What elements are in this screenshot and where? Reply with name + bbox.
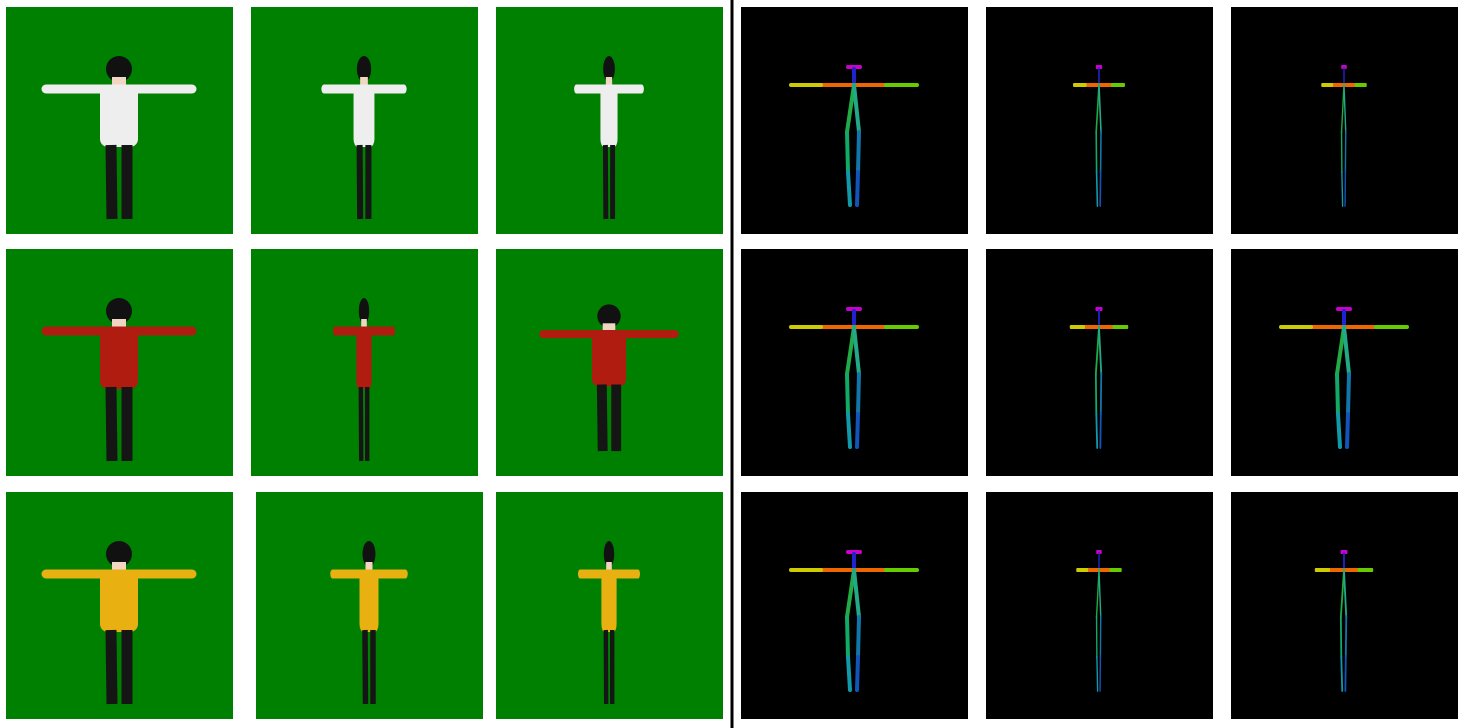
pose-panel bbox=[986, 7, 1213, 234]
pose-panel bbox=[986, 249, 1213, 476]
pose-panel bbox=[741, 249, 968, 476]
pose-panel bbox=[1231, 249, 1458, 476]
pose-panel bbox=[741, 492, 968, 719]
pose-panel bbox=[1231, 492, 1458, 719]
pose-panel bbox=[741, 7, 968, 234]
